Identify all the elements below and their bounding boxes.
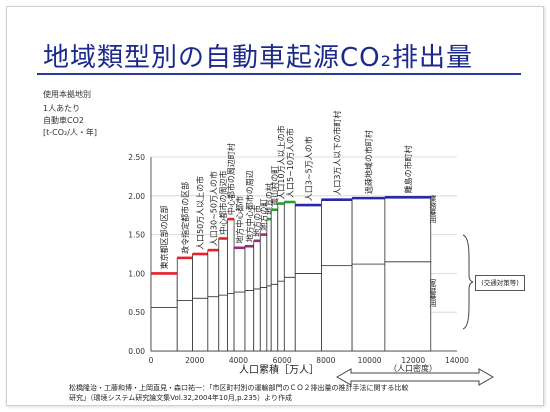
bar-lower-15: [321, 265, 353, 352]
bar-upper-11: [270, 209, 279, 285]
bar-upper-8: [253, 240, 261, 290]
bar-lower-8: [253, 288, 261, 352]
bar-upper-14: [294, 204, 322, 274]
category-label-0: 東京都区部の区部: [159, 205, 169, 269]
y-axis-label-line-2: 1人あたり: [43, 104, 81, 113]
pop-density-arrow: [335, 368, 495, 386]
co2-bar-chart: 2.50 2.00 1.50 1.00 0.50 0.00 0 2000 4000 6000 800…: [128, 111, 495, 386]
category-label-4: 中心都市の周辺市: [218, 170, 228, 234]
bar-upper-13: [283, 201, 296, 278]
bar-lower-4: [218, 294, 228, 352]
category-label-12: 人口10万人以上の市: [276, 125, 286, 199]
x-axis-title: 人口累積［万人］: [239, 365, 319, 376]
bar-lower-10: [266, 285, 272, 352]
category-label-8: 地方の市: [252, 205, 262, 237]
upper-stack-label: 業務乗用: [429, 195, 437, 223]
bar-upper-4: [218, 238, 228, 296]
category-label-2: 人口50万人以上の市: [195, 176, 205, 250]
bar-lower-3: [207, 296, 220, 352]
y-axis-label-line-1: 使用本拠地別: [43, 90, 91, 99]
bar-lower-12: [277, 280, 285, 352]
bar-lower-13: [283, 276, 296, 352]
x-tick-label: 2000: [185, 356, 204, 365]
category-label-14: 人口3~5万人の市: [303, 136, 313, 201]
bracket-label: (交通対策等): [475, 275, 525, 291]
bar-lower-5: [227, 293, 235, 352]
bar-lower-16: [351, 263, 386, 352]
bar-upper-6: [233, 247, 246, 293]
y-tick-label: 1.50: [128, 231, 145, 240]
x-tick-label: 10000: [358, 356, 382, 365]
bar-lower-0: [150, 307, 178, 352]
category-label-11: 農山村の町: [269, 166, 279, 206]
bar-lower-14: [294, 272, 322, 352]
x-tick-label: 12000: [401, 356, 425, 365]
category-label-6: 地方中心都市: [235, 196, 245, 244]
bar-upper-5: [227, 218, 235, 294]
bar-lower-11: [270, 283, 279, 352]
category-label-13: 人口5~10万人の市: [285, 128, 295, 198]
source-citation: 松橋隆治・工藤和博・上岡直見・森口祐一：「市区町村別の運輸部門のＣＯ２排出量の推…: [69, 383, 509, 403]
bar-upper-12: [277, 203, 285, 282]
x-tick-label: 8000: [316, 356, 335, 365]
category-label-7: 地方中心都市の周辺: [244, 170, 254, 242]
y-tick-label: 0.50: [128, 308, 145, 317]
bar-lower-2: [192, 297, 209, 352]
bar-upper-16: [351, 197, 386, 265]
y-tick-label: 0.00: [128, 347, 145, 356]
y-tick-label: 2.00: [128, 192, 145, 201]
bar-upper-3: [207, 249, 220, 298]
pop-density-arrow-label: （人口密度）: [389, 364, 437, 373]
source-line-2: 研究」（環境システム研究論文集Vol.32,2004年10月,p.235）より作…: [69, 394, 292, 402]
source-line-1: 松橋隆治・工藤和博・上岡直見・森口祐一：「市区町村別の運輸部門のＣＯ２排出量の推…: [69, 384, 409, 392]
slide-title: 地域類型別の自動車起源CO₂排出量: [43, 43, 474, 73]
category-label-1: 政令指定都市の区部: [180, 182, 190, 254]
bar-upper-0: [150, 272, 178, 308]
bar-upper-7: [244, 245, 255, 291]
lower-stack-label: 家庭乗用: [429, 279, 437, 307]
title-underline: [37, 73, 521, 75]
bar-lower-17: [384, 261, 432, 352]
bar-upper-1: [176, 257, 193, 301]
bracket-brace: [462, 234, 474, 330]
slide: 地域類型別の自動車起源CO₂排出量 使用本拠地別 1人あたり 自動車CO2 [t…: [6, 6, 544, 406]
x-tick-label: 4000: [229, 356, 248, 365]
category-label-15: 人口3万人以下の市町村: [332, 111, 342, 196]
x-tick-label: 0: [149, 356, 154, 365]
bar-upper-10: [266, 218, 272, 287]
category-label-5: 中心都市の周辺町村: [226, 143, 236, 215]
y-tick-label: 1.00: [128, 269, 145, 278]
bar-upper-17: [384, 196, 432, 263]
y-axis-label-line-3: 自動車CO2: [43, 116, 84, 125]
bar-upper-15: [321, 199, 353, 267]
bar-lower-1: [176, 300, 193, 352]
category-label-3: 人口30~50万人の市: [208, 171, 218, 246]
y-axis-label-line-4: [t-CO₂/人・年]: [43, 128, 98, 137]
x-tick-label: 6000: [273, 356, 292, 365]
bar-upper-2: [192, 253, 209, 299]
category-label-10: 地方の村: [264, 183, 274, 215]
bar-lower-7: [244, 290, 255, 352]
bar-lower-9: [259, 286, 268, 352]
category-label-16: 過疎地域の市町村: [363, 130, 373, 194]
y-tick-label: 2.50: [128, 153, 145, 162]
bar-upper-9: [259, 234, 268, 288]
bar-lower-6: [233, 291, 246, 352]
category-label-9: 地方の町: [259, 199, 269, 231]
category-label-17: 離島の市町村: [403, 145, 413, 193]
x-tick-label: 14000: [445, 356, 469, 365]
